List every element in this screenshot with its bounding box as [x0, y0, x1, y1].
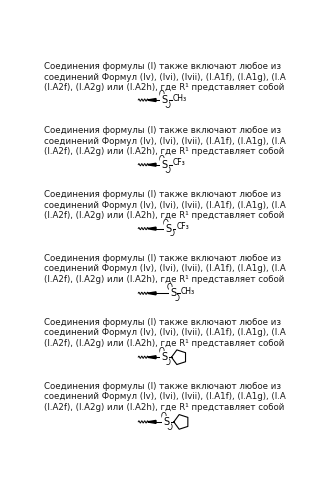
- Text: Соединения формулы (I) также включают любое из соединений Формул (Iv), (Ivi), (I: Соединения формулы (I) также включают лю…: [44, 126, 302, 156]
- Text: S: S: [170, 288, 176, 298]
- Text: CH₃: CH₃: [181, 287, 195, 296]
- Polygon shape: [148, 420, 156, 424]
- Text: O: O: [165, 101, 170, 110]
- Polygon shape: [148, 164, 156, 166]
- Text: CH₃: CH₃: [172, 94, 186, 102]
- Text: CF₃: CF₃: [172, 158, 185, 168]
- Text: Соединения формулы (I) также включают любое из соединений Формул (Iv), (Ivi), (I: Соединения формулы (I) также включают лю…: [44, 382, 302, 412]
- Text: O: O: [165, 166, 170, 174]
- Text: Соединения формулы (I) также включают любое из соединений Формул (Iv), (Ivi), (I: Соединения формулы (I) также включают лю…: [44, 318, 302, 348]
- Text: O: O: [158, 155, 164, 164]
- Text: Соединения формулы (I) также включают любое из соединений Формул (Iv), (Ivi), (I: Соединения формулы (I) также включают лю…: [44, 62, 302, 92]
- Text: O: O: [167, 284, 173, 292]
- Polygon shape: [148, 292, 156, 295]
- Polygon shape: [148, 356, 156, 358]
- Polygon shape: [148, 227, 156, 230]
- Text: S: S: [162, 352, 168, 362]
- Text: O: O: [173, 294, 179, 303]
- Text: O: O: [158, 90, 164, 99]
- Text: S: S: [162, 160, 168, 170]
- Text: S: S: [164, 417, 170, 427]
- Text: S: S: [162, 95, 168, 105]
- Text: O: O: [167, 422, 173, 432]
- Polygon shape: [148, 98, 156, 102]
- Text: O: O: [162, 219, 168, 228]
- Text: O: O: [158, 348, 164, 356]
- Text: O: O: [161, 412, 167, 421]
- Text: Соединения формулы (I) также включают любое из соединений Формул (Iv), (Ivi), (I: Соединения формулы (I) также включают лю…: [44, 254, 302, 284]
- Text: Соединения формулы (I) также включают любое из соединений Формул (Iv), (Ivi), (I: Соединения формулы (I) также включают лю…: [44, 190, 302, 220]
- Text: O: O: [169, 230, 175, 238]
- Text: CF₃: CF₃: [176, 222, 189, 231]
- Text: O: O: [165, 358, 170, 367]
- Text: S: S: [165, 224, 171, 234]
